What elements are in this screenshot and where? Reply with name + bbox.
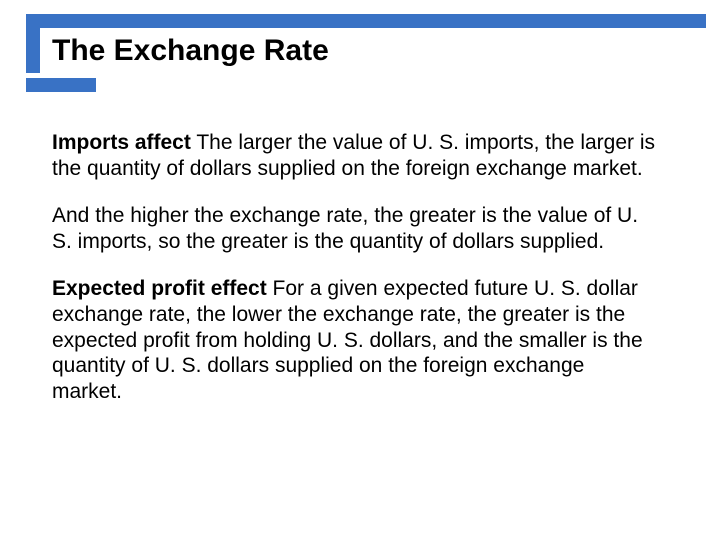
- lead-imports-affect: Imports affect: [52, 131, 191, 154]
- title-frame: The Exchange Rate: [26, 28, 329, 73]
- slide-body: Imports affect The larger the value of U…: [52, 130, 660, 426]
- header-top-bar: [26, 14, 706, 28]
- slide-title: The Exchange Rate: [52, 34, 329, 67]
- paragraph-expected-profit: Expected profit effect For a given expec…: [52, 276, 660, 404]
- slide: The Exchange Rate Imports affect The lar…: [0, 0, 720, 540]
- header-under-bar: [26, 78, 96, 92]
- paragraph-exchange-rate: And the higher the exchange rate, the gr…: [52, 203, 660, 254]
- paragraph-imports-affect: Imports affect The larger the value of U…: [52, 130, 660, 181]
- lead-expected-profit: Expected profit effect: [52, 277, 267, 300]
